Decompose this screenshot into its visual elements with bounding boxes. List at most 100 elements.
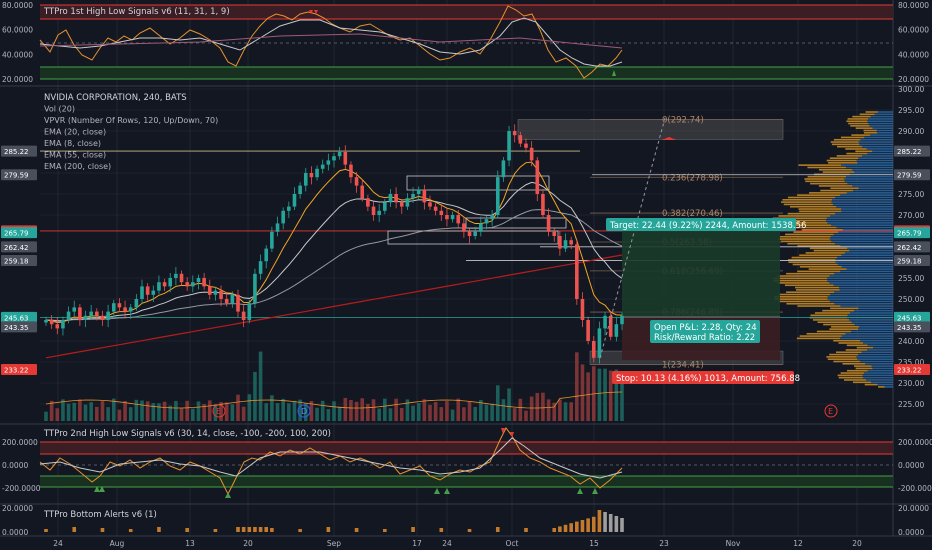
range-box[interactable]	[387, 230, 559, 245]
candle-body[interactable]	[501, 160, 506, 178]
candle-body[interactable]	[473, 231, 477, 236]
candle-body[interactable]	[541, 194, 545, 215]
candle-body[interactable]	[66, 311, 71, 320]
candle-body[interactable]	[608, 315, 613, 337]
candle-body[interactable]	[620, 315, 624, 325]
top-panel-price-axis[interactable]: 80.0000 80.0000 60.0000 60.0000 40.0000 40.00…	[2, 1, 929, 84]
candle-body[interactable]	[145, 286, 150, 295]
candle-body[interactable]	[462, 223, 466, 232]
earnings-marker-future[interactable]: E	[824, 404, 838, 418]
candle-body[interactable]	[507, 131, 511, 161]
candle-body[interactable]	[563, 240, 568, 249]
candle-body[interactable]	[100, 315, 105, 320]
candle-body[interactable]	[366, 198, 370, 207]
top-panel-title[interactable]: TTPro 1st High Low Signals v6 (11, 31, 1…	[43, 7, 230, 17]
candle-body[interactable]	[422, 189, 427, 203]
candle-body[interactable]	[207, 286, 212, 295]
candle-body[interactable]	[467, 231, 472, 236]
candle-body[interactable]	[315, 168, 319, 178]
legend-item[interactable]: EMA (55, close)	[44, 151, 106, 160]
candle-body[interactable]	[281, 210, 285, 224]
time-axis[interactable]: 24 Aug 13 20 Sep 17 24 Oct 15 23 Nov 12 20	[53, 539, 862, 548]
candle-body[interactable]	[332, 156, 336, 161]
range-box[interactable]	[465, 217, 567, 229]
candle-body[interactable]	[524, 143, 528, 148]
candle-body[interactable]	[552, 231, 557, 236]
candle-body[interactable]	[512, 131, 517, 136]
candle-body[interactable]	[241, 311, 246, 320]
candle-body[interactable]	[343, 152, 348, 165]
candle-body[interactable]	[61, 320, 65, 329]
range-box[interactable]	[406, 175, 550, 191]
earnings-marker[interactable]: E	[212, 404, 226, 418]
candle-body[interactable]	[535, 160, 540, 194]
candle-body[interactable]	[174, 273, 178, 278]
candle-body[interactable]	[287, 206, 291, 211]
candle-body[interactable]	[383, 202, 387, 211]
mid-panel-price-axis[interactable]: 200.0000 200.0000 0.0000 0.0000 -200.0000 -20…	[2, 438, 932, 493]
stop-label[interactable]: Stop: 10.13 (4.16%) 1013, Amount: 756.88	[612, 371, 800, 384]
candle-body[interactable]	[49, 320, 54, 325]
candle-body[interactable]	[450, 215, 455, 220]
candle-body[interactable]	[456, 215, 461, 224]
candle-body[interactable]	[394, 194, 398, 203]
candle-body[interactable]	[44, 320, 48, 323]
candle-body[interactable]	[558, 236, 562, 249]
candle-body[interactable]	[202, 278, 206, 287]
candle-body[interactable]	[179, 273, 184, 283]
candle-body[interactable]	[219, 290, 223, 299]
candle-body[interactable]	[326, 160, 331, 165]
candle-body[interactable]	[399, 202, 404, 207]
candle-body[interactable]	[349, 164, 353, 178]
candle-body[interactable]	[416, 189, 421, 194]
candle-body[interactable]	[196, 278, 201, 283]
candle-body[interactable]	[253, 273, 257, 304]
candle-body[interactable]	[303, 173, 308, 186]
top-indicator-panel[interactable]: TTPro 1st High Low Signals v6 (11, 31, 1…	[2, 1, 929, 84]
candle-body[interactable]	[128, 307, 133, 312]
candle-body[interactable]	[337, 152, 342, 157]
candle-body[interactable]	[55, 324, 60, 329]
candle-body[interactable]	[236, 294, 240, 312]
legend-item[interactable]: EMA (20, close)	[44, 128, 106, 137]
candle-body[interactable]	[546, 215, 551, 232]
position-target-zone[interactable]	[622, 221, 780, 317]
candle-body[interactable]	[134, 299, 139, 308]
candle-body[interactable]	[162, 282, 167, 287]
candle-body[interactable]	[518, 135, 523, 144]
candlesticks[interactable]	[44, 124, 624, 364]
legend-item[interactable]: EMA (200, close)	[44, 162, 111, 171]
candle-body[interactable]	[479, 223, 483, 232]
candle-body[interactable]	[575, 244, 579, 299]
candle-body[interactable]	[78, 307, 82, 320]
candle-body[interactable]	[377, 210, 381, 215]
candle-body[interactable]	[614, 324, 619, 337]
candle-body[interactable]	[309, 173, 314, 178]
candle-body[interactable]	[151, 290, 156, 295]
candle-body[interactable]	[89, 311, 93, 316]
legend-item[interactable]: Vol (20)	[44, 105, 75, 114]
bottom-indicator-panel[interactable]: TTPro Bottom Alerts v6 (1) 20.000020.000…	[2, 504, 929, 537]
candle-body[interactable]	[591, 341, 596, 358]
candle-body[interactable]	[264, 248, 269, 262]
candle-body[interactable]	[83, 315, 88, 320]
candle-body[interactable]	[569, 240, 573, 245]
mid-panel-title[interactable]: TTPro 2nd High Low Signals v6 (30, 14, c…	[43, 429, 331, 439]
legend-item[interactable]: VPVR (Number Of Rows, 120, Up/Down, 70)	[44, 116, 218, 125]
candle-body[interactable]	[95, 311, 99, 316]
candle-body[interactable]	[354, 177, 359, 186]
candle-body[interactable]	[320, 164, 325, 169]
candle-body[interactable]	[117, 303, 122, 308]
pnl-label[interactable]: Open P&L: 2.28, Qty: 24 Risk/Reward Rati…	[650, 320, 760, 343]
candle-body[interactable]	[123, 307, 127, 312]
indicator-legend[interactable]: NVIDIA CORPORATION, 240, BATS Vol (20) VPV…	[44, 93, 218, 171]
main-price-panel[interactable]: 0(292.74)0.236(278.98)0.382(270.46)0.5(2…	[1, 85, 930, 421]
candle-body[interactable]	[597, 328, 602, 358]
candle-body[interactable]	[247, 303, 252, 320]
candle-body[interactable]	[360, 185, 365, 199]
candle-body[interactable]	[224, 299, 229, 304]
target-label[interactable]: Target: 22.44 (9.22%) 2244, Amount: 1538…	[606, 218, 806, 231]
bottom-panel-price-axis[interactable]: 20.0000 20.0000 0.0000 0.0000	[2, 504, 929, 537]
candle-body[interactable]	[292, 194, 297, 207]
